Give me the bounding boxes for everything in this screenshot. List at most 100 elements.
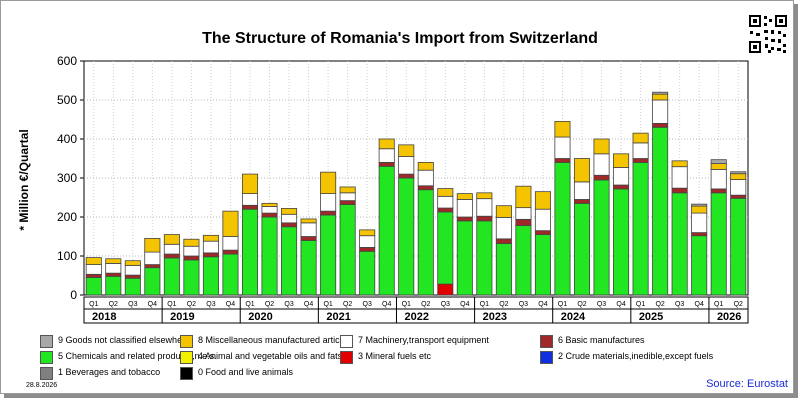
legend-swatch: [540, 335, 553, 348]
year-label: 2018: [92, 311, 116, 323]
bar-segment: [359, 229, 376, 237]
bar-segment: [554, 161, 571, 296]
bar-segment: [476, 220, 493, 296]
bar-segment: [710, 192, 727, 296]
bar-segment: [124, 274, 141, 279]
bar-segment: [691, 235, 708, 296]
bar-segment: [437, 283, 454, 296]
bar-segment: [261, 212, 278, 218]
x-axis-band: [83, 296, 749, 324]
bar-segment: [241, 193, 259, 206]
bar-segment: [300, 239, 317, 296]
legend: 9 Goods not classified elsewhere 8 Miscel…: [40, 334, 740, 384]
bar-segment: [320, 193, 337, 212]
legend-label: 3 Mineral fuels etc: [358, 351, 432, 361]
bar-segment: [573, 158, 591, 183]
bar-segment: [281, 213, 298, 224]
bar-segment: [398, 156, 415, 175]
year-label: 2024: [561, 311, 586, 323]
bar-segment: [281, 222, 298, 228]
bar-segment: [554, 158, 571, 163]
bar-segment: [495, 216, 512, 240]
bar-segment: [202, 234, 219, 242]
bar-segment: [183, 245, 200, 257]
bar-segment: [281, 226, 298, 296]
bar-segment: [691, 232, 708, 237]
x-tick-label: Q2: [109, 301, 118, 308]
bar-segment: [652, 91, 669, 95]
legend-swatch: [180, 367, 193, 380]
bar-segment: [241, 204, 259, 210]
bar-segment: [398, 177, 415, 296]
bar-segment: [437, 188, 454, 197]
bar-segment: [495, 205, 512, 218]
bar-segment: [593, 179, 610, 296]
bar-segment: [573, 202, 591, 296]
bar-segment: [573, 181, 591, 200]
bar-segment: [495, 238, 512, 244]
year-label: 2026: [717, 311, 741, 323]
bar-segment: [144, 251, 161, 265]
bar-segment: [671, 192, 688, 296]
bar-segment: [339, 204, 356, 296]
x-tick-label: Q1: [245, 301, 254, 308]
bar-segment: [534, 191, 551, 210]
y-tick-label: 500: [57, 93, 77, 107]
bar-segment: [261, 216, 278, 296]
stacked-bar-chart: 0 100 200 300 400 500 600 Q1 Q2 Q3 Q4 Q1 Q2 Q3 Q4 Q1 Q2 Q…: [57, 54, 749, 324]
bar-segment: [320, 214, 337, 296]
bar-segment: [281, 208, 298, 215]
x-tick-label: Q2: [655, 301, 664, 308]
x-tick-label: Q2: [499, 301, 508, 308]
bar-segment: [320, 171, 337, 194]
bar-segment: [85, 273, 102, 278]
bar-segment: [671, 187, 688, 194]
bar-segment: [710, 163, 727, 170]
bar-segment: [85, 257, 102, 265]
x-tick-label: Q4: [382, 301, 391, 308]
x-tick-label: Q1: [323, 301, 332, 308]
bar-segment: [300, 222, 317, 237]
y-tick-label: 600: [57, 54, 77, 68]
y-tick-label: 100: [57, 249, 77, 263]
bar-segment: [300, 218, 317, 224]
bar-segment: [320, 210, 337, 216]
legend-swatch: [540, 351, 553, 364]
x-tick-label: Q1: [480, 301, 489, 308]
bar-segment: [710, 159, 727, 164]
bar-segment: [730, 171, 747, 175]
bar-segment: [476, 215, 493, 222]
x-tick-label: Q2: [187, 301, 196, 308]
legend-swatch: [340, 351, 353, 364]
bar-segment: [632, 161, 649, 296]
bar-segment: [613, 167, 630, 186]
bar-segment: [163, 243, 180, 255]
x-tick-label: Q1: [167, 301, 176, 308]
bar-segment: [105, 263, 122, 274]
bar-segment: [417, 169, 434, 187]
legend-label: 7 Machinery,transport equipment: [358, 335, 489, 345]
bar-segment: [105, 258, 122, 264]
x-tick-label: Q1: [89, 301, 98, 308]
x-tick-label: Q3: [597, 301, 606, 308]
x-tick-label: Q2: [734, 301, 743, 308]
bar-segment: [105, 275, 122, 296]
bar-segment: [359, 250, 376, 296]
bar-segment: [398, 173, 415, 179]
bar-segment: [105, 272, 122, 277]
x-tick-label: Q1: [636, 301, 645, 308]
bar-segment: [652, 123, 669, 128]
bar-segment: [730, 197, 747, 296]
bar-segment: [534, 230, 551, 235]
bar-segment: [613, 184, 630, 190]
bar-segment: [222, 210, 239, 237]
bar-segment: [261, 202, 278, 207]
legend-label: 6 Basic manufactures: [558, 335, 645, 345]
bar-segment: [710, 188, 727, 194]
bar-segment: [671, 166, 688, 189]
legend-label: 5 Chemicals and related products,n.e.s.: [58, 351, 217, 361]
bar-segment: [515, 185, 532, 209]
bar-segment: [710, 169, 727, 190]
bar-segment: [261, 206, 278, 214]
bar-segment: [183, 255, 200, 261]
